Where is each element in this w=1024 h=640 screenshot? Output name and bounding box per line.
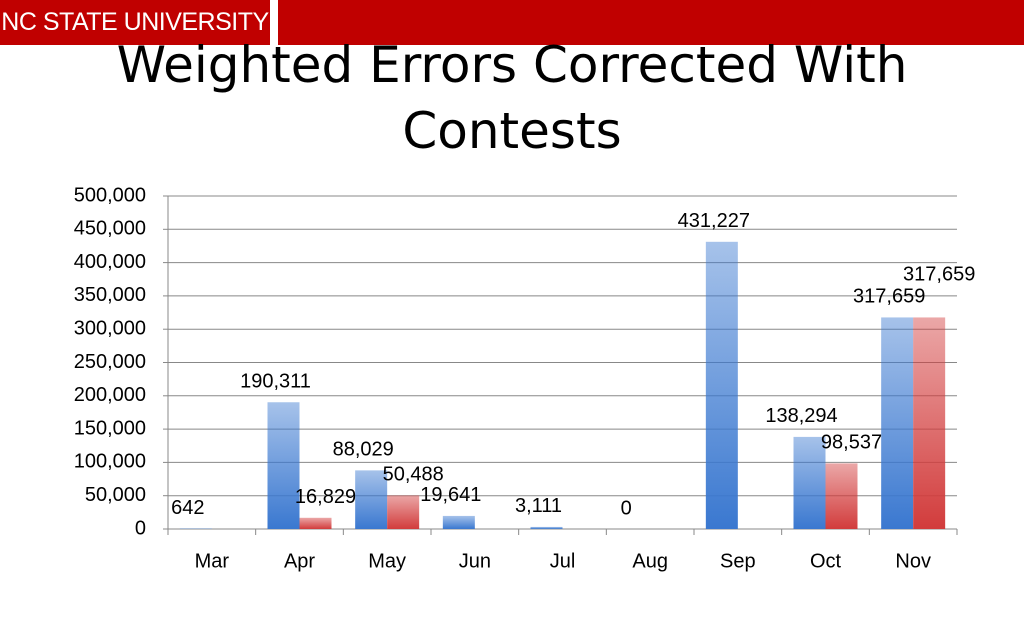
data-label: 190,311 bbox=[240, 371, 311, 393]
data-label: 317,659 bbox=[903, 264, 975, 286]
bar bbox=[387, 495, 420, 529]
data-label: 138,294 bbox=[765, 405, 837, 427]
y-tick-label: 150,000 bbox=[74, 417, 146, 439]
data-label: 0 bbox=[621, 497, 632, 519]
bar bbox=[913, 317, 946, 529]
bar bbox=[299, 517, 332, 529]
logo: NC STATE UNIVERSITY bbox=[0, 0, 270, 45]
data-label: 88,029 bbox=[333, 439, 394, 461]
bar bbox=[355, 470, 388, 529]
bar bbox=[442, 515, 475, 529]
y-tick-label: 50,000 bbox=[85, 484, 146, 506]
x-tick-label: Jul bbox=[550, 550, 576, 572]
data-label: 642 bbox=[171, 497, 204, 519]
x-tick-label: Oct bbox=[810, 550, 842, 572]
data-label: 98,537 bbox=[821, 432, 882, 454]
y-tick-label: 450,000 bbox=[74, 218, 146, 240]
y-tick-label: 400,000 bbox=[74, 251, 146, 273]
bar bbox=[267, 402, 300, 529]
chart-title: Weighted Errors Corrected With Contests bbox=[116, 36, 908, 160]
y-tick-label: 0 bbox=[135, 517, 146, 539]
data-label: 3,111 bbox=[515, 495, 562, 517]
y-tick-label: 350,000 bbox=[74, 284, 146, 306]
x-tick-label: May bbox=[368, 550, 406, 572]
x-tick-label: Apr bbox=[284, 550, 315, 572]
x-tick-label: Sep bbox=[720, 550, 756, 572]
x-tick-label: Mar bbox=[195, 550, 230, 572]
bar bbox=[793, 436, 826, 529]
y-tick-label: 100,000 bbox=[74, 451, 146, 473]
y-tick-label: 250,000 bbox=[74, 351, 146, 373]
y-tick-label: 200,000 bbox=[74, 384, 146, 406]
data-label: 16,829 bbox=[295, 486, 356, 508]
y-tick-label: 300,000 bbox=[74, 317, 146, 339]
bar bbox=[705, 241, 738, 530]
y-tick-label: 500,000 bbox=[74, 184, 146, 206]
x-tick-label: Aug bbox=[632, 550, 668, 572]
x-tick-label: Nov bbox=[895, 550, 931, 572]
bar bbox=[530, 526, 563, 529]
header-bar bbox=[278, 0, 1024, 45]
bar bbox=[825, 463, 858, 529]
data-label: 431,227 bbox=[678, 210, 750, 232]
x-tick-label: Jun bbox=[459, 550, 491, 572]
data-label: 50,488 bbox=[383, 464, 444, 486]
bar bbox=[881, 317, 914, 529]
data-label: 317,659 bbox=[853, 286, 925, 308]
data-label: 19,641 bbox=[420, 484, 481, 506]
